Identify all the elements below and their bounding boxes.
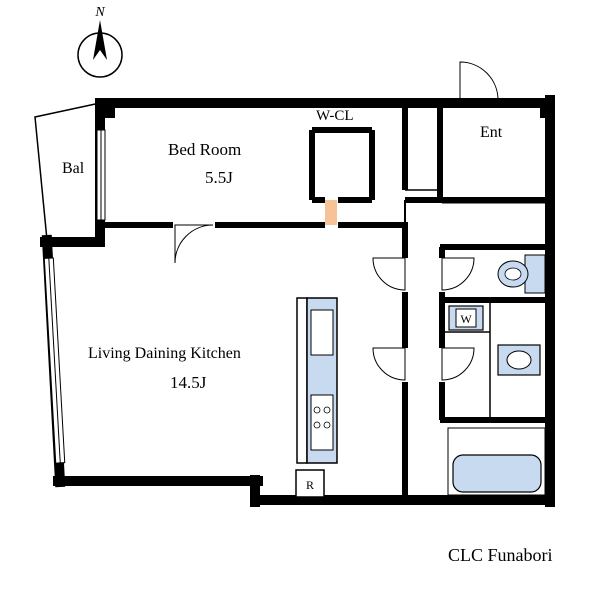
- bedroom-label: Bed Room: [168, 140, 241, 160]
- balcony-label: Bal: [62, 160, 84, 178]
- svg-text:R: R: [306, 478, 314, 492]
- column: [540, 98, 555, 118]
- bathtub-fixture: [448, 428, 545, 495]
- entrance-shoe: [442, 203, 545, 245]
- kitchen-fixture: [297, 298, 337, 463]
- wcl-label: W-CL: [316, 108, 354, 125]
- refrigerator-fixture: R: [296, 470, 324, 497]
- column: [95, 98, 115, 118]
- ldk-size: 14.5J: [170, 373, 206, 393]
- toilet-fixture: [498, 255, 545, 293]
- sink-fixture: [498, 345, 540, 375]
- bedroom-size: 5.5J: [205, 168, 233, 188]
- ldk-label: Living Daining Kitchen: [88, 345, 241, 363]
- thin-walls: [405, 190, 490, 420]
- property-name: CLC Funabori: [448, 545, 553, 566]
- compass-icon: N: [78, 5, 122, 77]
- compass-label: N: [94, 5, 105, 20]
- washer-fixture: W: [449, 306, 483, 330]
- floorplan-canvas: N: [0, 0, 600, 600]
- floorplan-svg: N: [0, 0, 600, 600]
- entrance-label: Ent: [480, 124, 502, 142]
- svg-text:W: W: [460, 312, 472, 326]
